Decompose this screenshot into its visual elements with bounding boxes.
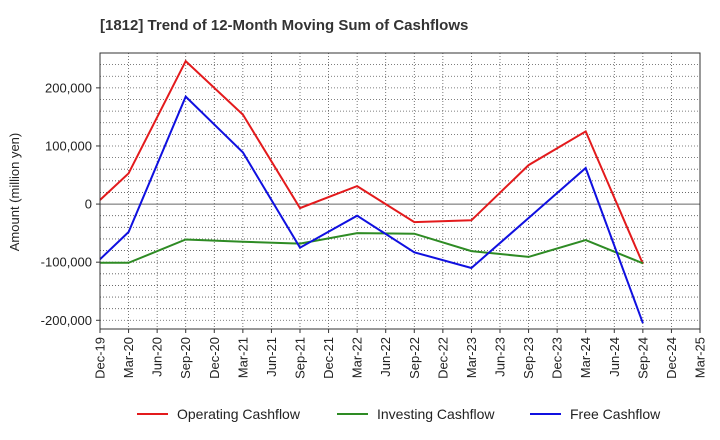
legend-label-free-cashflow: Free Cashflow xyxy=(570,406,661,422)
x-tick-label: Sep-23 xyxy=(521,337,536,379)
y-tick-label: 100,000 xyxy=(45,138,92,153)
plot-border xyxy=(99,52,701,330)
x-tick-label: Mar-25 xyxy=(693,337,708,378)
x-tick-label: Mar-22 xyxy=(350,337,365,378)
series-line-investing-cashflow xyxy=(100,232,644,265)
x-tick-label: Dec-23 xyxy=(550,337,565,379)
series-line-operating-cashflow xyxy=(99,59,644,265)
y-tick-label: -200,000 xyxy=(41,313,92,328)
x-tick-label: Jun-24 xyxy=(607,337,622,377)
x-tick-label: Sep-22 xyxy=(407,337,422,379)
x-tick-label: Sep-21 xyxy=(293,337,308,379)
x-tick-label: Mar-23 xyxy=(464,337,479,378)
x-tick-label: Jun-21 xyxy=(264,337,279,377)
y-tick-label: 0 xyxy=(85,197,92,212)
x-tick-label: Mar-21 xyxy=(235,337,250,378)
series-lines xyxy=(99,59,644,324)
x-tick-label: Dec-22 xyxy=(435,337,450,379)
x-tick-label: Jun-20 xyxy=(150,337,165,377)
x-tick-label: Mar-24 xyxy=(578,337,593,378)
x-tick-label: Dec-24 xyxy=(664,337,679,379)
x-tick-label: Dec-21 xyxy=(321,337,336,379)
x-tick-label: Jun-23 xyxy=(493,337,508,377)
grid-lines xyxy=(99,52,701,329)
x-tick-label: Dec-20 xyxy=(207,337,222,379)
x-tick-label: Jun-22 xyxy=(378,337,393,377)
y-tick-label: 200,000 xyxy=(45,80,92,95)
legend: Operating Cashflow Investing Cashflow Free… xyxy=(137,406,661,422)
legend-label-operating-cashflow: Operating Cashflow xyxy=(177,406,301,422)
y-axis-ticks: 200,000 100,000 0 -100,000 -200,000 xyxy=(41,80,100,328)
legend-label-investing-cashflow: Investing Cashflow xyxy=(377,406,495,422)
plot-area xyxy=(100,53,700,329)
x-tick-label: Dec-19 xyxy=(93,337,108,379)
y-tick-label: -100,000 xyxy=(41,255,92,270)
x-tick-label: Mar-20 xyxy=(121,337,136,378)
x-tick-label: Sep-20 xyxy=(178,337,193,379)
series-line-free-cashflow xyxy=(99,94,644,324)
y-axis-label: Amount (million yen) xyxy=(7,133,22,252)
x-tick-label: Sep-24 xyxy=(635,337,650,379)
chart-title: [1812] Trend of 12-Month Moving Sum of C… xyxy=(100,17,468,34)
x-axis-ticks: Dec-19 Mar-20 Jun-20 Sep-20 Dec-20 Mar-21 Jun-… xyxy=(93,329,708,379)
